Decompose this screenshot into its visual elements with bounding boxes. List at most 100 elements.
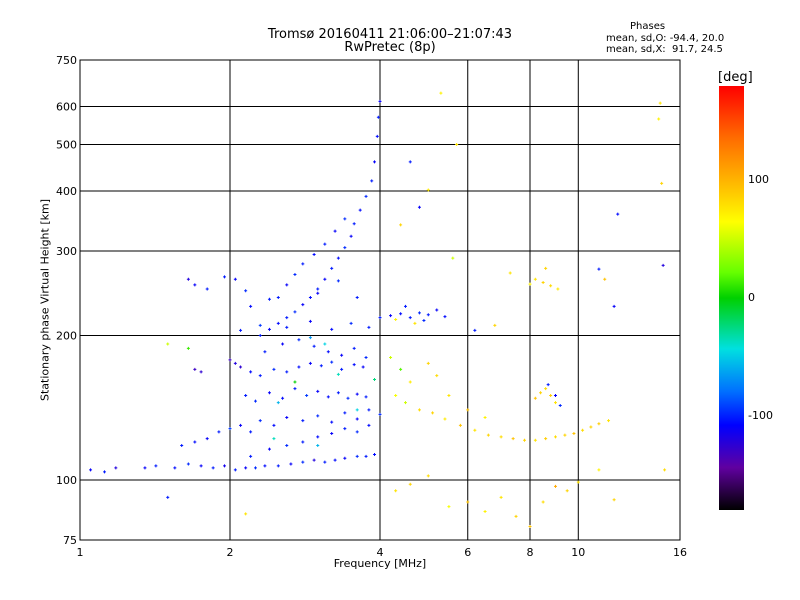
data-point: [533, 438, 537, 442]
data-point: [528, 525, 532, 529]
data-point: [483, 509, 487, 513]
data-point: [349, 234, 353, 238]
data-point: [394, 394, 398, 398]
data-point: [333, 458, 337, 462]
y-tick-label: 400: [56, 185, 77, 198]
data-point: [244, 394, 248, 398]
data-point: [394, 317, 398, 321]
data-point: [316, 444, 320, 448]
data-point: [239, 365, 243, 369]
data-point: [316, 291, 320, 295]
data-point: [352, 346, 356, 350]
x-tick-label: 4: [377, 546, 384, 559]
data-point: [389, 314, 393, 318]
data-point: [378, 316, 382, 320]
data-point: [373, 160, 377, 164]
data-point: [658, 101, 662, 105]
data-point: [228, 358, 232, 362]
data-point: [267, 327, 271, 331]
data-point: [358, 208, 362, 212]
data-point: [523, 438, 527, 442]
data-point: [597, 422, 601, 426]
data-point: [199, 370, 203, 374]
data-point: [612, 304, 616, 308]
data-point: [330, 266, 334, 270]
data-point: [285, 415, 289, 419]
data-point: [343, 456, 347, 460]
data-point: [89, 468, 93, 472]
data-point: [323, 242, 327, 246]
data-point: [186, 346, 190, 350]
data-point: [349, 321, 353, 325]
data-point: [228, 427, 232, 431]
data-point: [616, 212, 620, 216]
data-point: [293, 273, 297, 277]
plot-frame: [79, 59, 681, 541]
data-point: [367, 423, 371, 427]
y-tick-label: 600: [56, 101, 77, 114]
data-point: [417, 311, 421, 315]
data-point: [597, 468, 601, 472]
data-point: [541, 500, 545, 504]
data-point: [316, 435, 320, 439]
data-point: [413, 321, 417, 325]
data-point: [244, 289, 248, 293]
data-point: [223, 275, 227, 279]
data-point: [486, 433, 490, 437]
data-point: [336, 256, 340, 260]
data-point: [408, 160, 412, 164]
data-point: [276, 296, 280, 300]
data-point: [499, 495, 503, 499]
data-point: [378, 412, 382, 416]
data-point: [267, 391, 271, 395]
data-point: [205, 287, 209, 291]
data-point: [233, 277, 237, 281]
data-point: [285, 283, 289, 287]
data-point: [439, 91, 443, 95]
data-point: [316, 287, 320, 291]
data-point: [293, 387, 297, 391]
data-point: [343, 411, 347, 415]
data-point: [355, 296, 359, 300]
data-point: [546, 383, 550, 387]
data-point: [389, 355, 393, 359]
data-point: [217, 430, 221, 434]
data-point: [205, 437, 209, 441]
data-point: [244, 466, 248, 470]
data-point: [293, 380, 297, 384]
phase-stats-o: mean, sd,O: -94.4, 20.0: [606, 33, 725, 44]
data-point: [285, 444, 289, 448]
data-point: [394, 489, 398, 493]
data-point: [417, 408, 421, 412]
data-point: [258, 334, 262, 338]
data-point: [293, 310, 297, 314]
data-point: [364, 355, 368, 359]
data-point: [565, 489, 569, 493]
data-point: [447, 394, 451, 398]
data-point: [408, 316, 412, 320]
data-point: [281, 342, 285, 346]
data-point: [660, 181, 664, 185]
data-point: [426, 188, 430, 192]
data-point: [367, 325, 371, 329]
data-point: [301, 419, 305, 423]
data-point: [403, 401, 407, 405]
x-tick-label: 8: [527, 546, 534, 559]
data-point: [473, 328, 477, 332]
data-point: [607, 419, 611, 423]
data-point: [399, 312, 403, 316]
data-point: [308, 336, 312, 340]
data-point: [661, 263, 665, 267]
data-point: [316, 389, 320, 393]
data-point: [143, 466, 147, 470]
data-point: [249, 454, 253, 458]
data-point: [330, 327, 334, 331]
data-point: [346, 396, 350, 400]
data-point: [267, 447, 271, 451]
data-point: [378, 99, 382, 103]
data-point: [166, 495, 170, 499]
data-point: [435, 308, 439, 312]
colorbar-tick-label: 0: [748, 291, 755, 304]
data-point: [355, 408, 359, 412]
